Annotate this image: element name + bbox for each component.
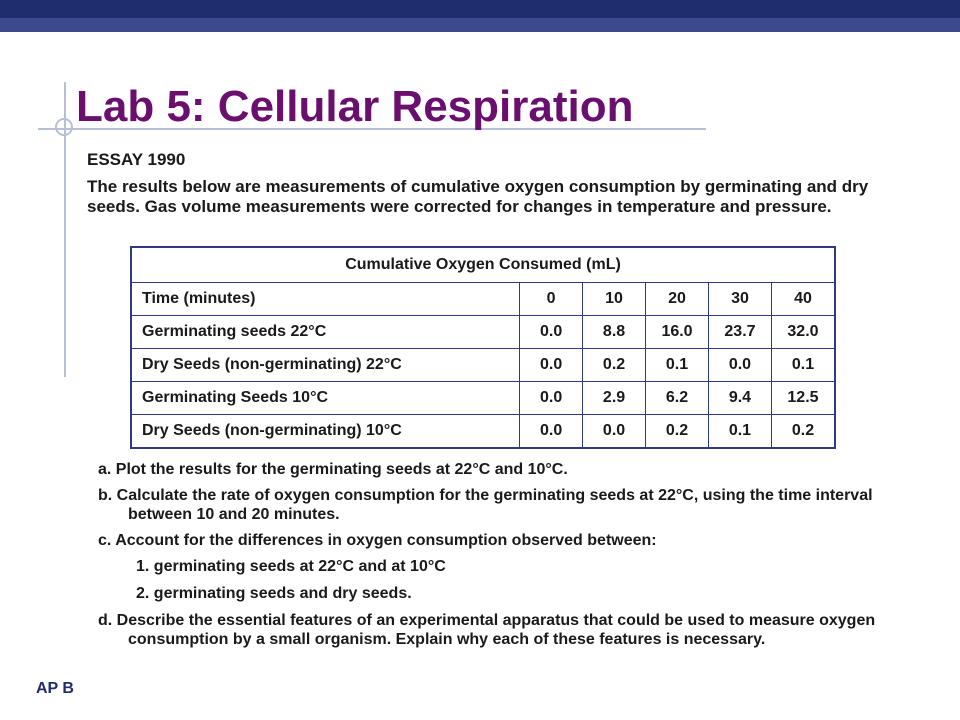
table-caption-row: Cumulative Oxygen Consumed (mL) bbox=[130, 246, 836, 283]
row-label: Germinating seeds 22°C bbox=[130, 315, 521, 349]
table-row: Dry Seeds (non-germinating) 22°C 0.0 0.2… bbox=[130, 348, 836, 382]
header-time-40: 40 bbox=[770, 282, 836, 316]
top-banner bbox=[0, 0, 960, 18]
question-b: b. Calculate the rate of oxygen consumpt… bbox=[98, 487, 873, 523]
table-row: Germinating seeds 22°C 0.0 8.8 16.0 23.7… bbox=[130, 315, 836, 349]
footer-label: AP B bbox=[36, 680, 74, 697]
table-row: Germinating Seeds 10°C 0.0 2.9 6.2 9.4 1… bbox=[130, 381, 836, 415]
question-c1: 1. germinating seeds at 22°C and at 10°C bbox=[136, 558, 446, 575]
table-row: Dry Seeds (non-germinating) 10°C 0.0 0.0… bbox=[130, 414, 836, 449]
table-cell: 32.0 bbox=[770, 315, 836, 349]
header-time-10: 10 bbox=[582, 282, 647, 316]
table-cell: 0.2 bbox=[645, 414, 709, 449]
decor-horizontal-line bbox=[38, 128, 706, 130]
table-cell: 0.0 bbox=[582, 414, 647, 449]
table-cell: 0.0 bbox=[707, 348, 772, 382]
header-time-30: 30 bbox=[707, 282, 772, 316]
table-cell: 12.5 bbox=[770, 381, 836, 415]
table-cell: 0.1 bbox=[645, 348, 709, 382]
table-cell: 0.2 bbox=[770, 414, 836, 449]
question-c2: 2. germinating seeds and dry seeds. bbox=[136, 585, 412, 602]
oxygen-table: Cumulative Oxygen Consumed (mL) Time (mi… bbox=[130, 246, 836, 449]
table-header-row: Time (minutes) 0 10 20 30 40 bbox=[130, 282, 836, 316]
essay-label: ESSAY 1990 bbox=[87, 150, 186, 169]
table-cell: 16.0 bbox=[645, 315, 709, 349]
table-cell: 9.4 bbox=[707, 381, 772, 415]
row-label: Dry Seeds (non-germinating) 10°C bbox=[130, 414, 521, 449]
slide-title: Lab 5: Cellular Respiration bbox=[76, 82, 634, 131]
header-time-20: 20 bbox=[645, 282, 709, 316]
intro-paragraph: The results below are measurements of cu… bbox=[87, 177, 869, 216]
question-d: d. Describe the essential features of an… bbox=[98, 612, 876, 648]
crosshair-icon bbox=[55, 118, 73, 136]
table-cell: 0.1 bbox=[770, 348, 836, 382]
table-cell: 0.0 bbox=[519, 348, 584, 382]
question-a: a. Plot the results for the germinating … bbox=[98, 461, 568, 478]
table-cell: 0.1 bbox=[707, 414, 772, 449]
essay-questions: a. Plot the results for the germinating … bbox=[98, 460, 918, 656]
row-label: Germinating Seeds 10°C bbox=[130, 381, 521, 415]
question-c: c. Account for the differences in oxygen… bbox=[98, 532, 657, 549]
header-time-label: Time (minutes) bbox=[130, 282, 521, 316]
table-cell: 23.7 bbox=[707, 315, 772, 349]
table-cell: 0.0 bbox=[519, 381, 584, 415]
row-label: Dry Seeds (non-germinating) 22°C bbox=[130, 348, 521, 382]
table-cell: 6.2 bbox=[645, 381, 709, 415]
decor-vertical-line bbox=[64, 82, 66, 377]
table-cell: 8.8 bbox=[582, 315, 647, 349]
table-cell: 0.2 bbox=[582, 348, 647, 382]
top-banner-stripe bbox=[0, 18, 960, 32]
table-cell: 0.0 bbox=[519, 414, 584, 449]
table-caption: Cumulative Oxygen Consumed (mL) bbox=[130, 246, 836, 283]
table-cell: 0.0 bbox=[519, 315, 584, 349]
header-time-0: 0 bbox=[519, 282, 584, 316]
table-cell: 2.9 bbox=[582, 381, 647, 415]
